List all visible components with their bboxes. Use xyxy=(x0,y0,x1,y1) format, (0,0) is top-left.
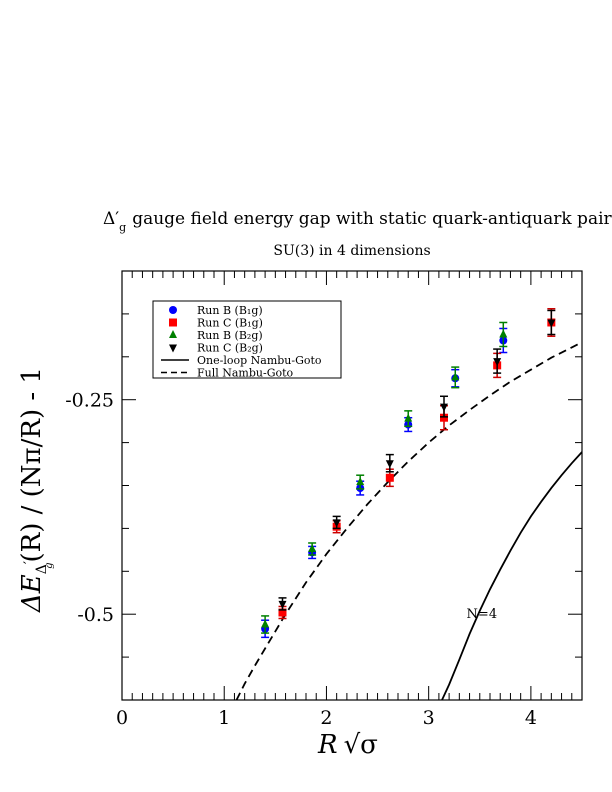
x-tick-label: 4 xyxy=(525,707,537,729)
curve-one-loop-nambu-goto xyxy=(441,451,582,700)
x-axis-label-radical: √σ xyxy=(344,730,378,760)
x-tick-labels: 0 1 2 3 4 xyxy=(116,707,537,729)
legend-label: One-loop Nambu-Goto xyxy=(197,354,322,367)
y-axis-label: ΔEΔ′ g(R) / (Nπ/R) - 1 xyxy=(17,367,55,613)
legend-marker xyxy=(169,318,177,327)
data-point xyxy=(385,473,394,482)
legend-label: Run C (B₂g) xyxy=(197,342,263,355)
legend-marker xyxy=(169,344,177,353)
y-axis-label-suffix: (R) / (Nπ/R) - 1 xyxy=(17,367,47,562)
data-markers xyxy=(261,308,556,639)
chart-title: Δ′g gauge field energy gap with static qu… xyxy=(103,209,612,234)
legend-label: Run C (B₁g) xyxy=(197,317,263,330)
legend: Run B (B₁g)Run C (B₁g)Run B (B₂g)Run C (… xyxy=(152,300,342,380)
legend-label: Run B (B₂g) xyxy=(197,329,263,342)
data-point xyxy=(547,319,556,328)
data-point xyxy=(451,372,460,381)
data-point xyxy=(404,413,413,422)
y-axis-label-sub1-prime: ′ xyxy=(22,561,38,564)
data-point xyxy=(440,413,448,422)
data-point xyxy=(308,543,317,552)
title-subscript: g xyxy=(119,221,126,234)
curve-full-nambu-goto xyxy=(235,341,582,700)
data-point xyxy=(356,477,365,486)
legend-marker xyxy=(169,330,177,338)
chart-subtitle: SU(3) in 4 dimensions xyxy=(273,243,430,259)
data-point xyxy=(278,600,287,609)
x-axis-label-main: R xyxy=(317,730,338,760)
curve-annotation: N=4 xyxy=(467,607,498,622)
x-tick-label: 2 xyxy=(320,707,332,729)
x-axis-label: R √σ xyxy=(317,730,378,760)
curves xyxy=(235,341,582,700)
y-tick-label: -0.5 xyxy=(77,604,114,626)
data-point xyxy=(493,358,502,367)
x-tick-label: 1 xyxy=(218,707,230,729)
data-point xyxy=(278,608,287,617)
data-point xyxy=(385,460,394,469)
legend-label: Full Nambu-Goto xyxy=(197,367,294,380)
data-point xyxy=(261,619,270,628)
data-point xyxy=(440,403,448,412)
legend-label: Run B (B₁g) xyxy=(197,304,263,317)
data-point xyxy=(332,519,341,528)
data-point xyxy=(499,329,508,338)
y-axis-label-sub2: g xyxy=(44,563,55,569)
legend-marker xyxy=(169,306,177,314)
y-axis-label-prefix: ΔE xyxy=(17,574,47,613)
y-axis-label-sub1: Δ xyxy=(34,564,50,574)
x-tick-label: 3 xyxy=(423,707,435,729)
title-text: gauge field energy gap with static quark… xyxy=(132,209,612,229)
title-symbol: Δ′ xyxy=(103,209,119,229)
x-tick-label: 0 xyxy=(116,707,128,729)
legend-box xyxy=(152,300,342,379)
axis-ticks xyxy=(121,270,583,701)
y-tick-labels: -0.25 -0.5 xyxy=(65,390,114,627)
y-tick-label: -0.25 xyxy=(65,390,114,412)
annotations: N=4 xyxy=(467,607,498,622)
